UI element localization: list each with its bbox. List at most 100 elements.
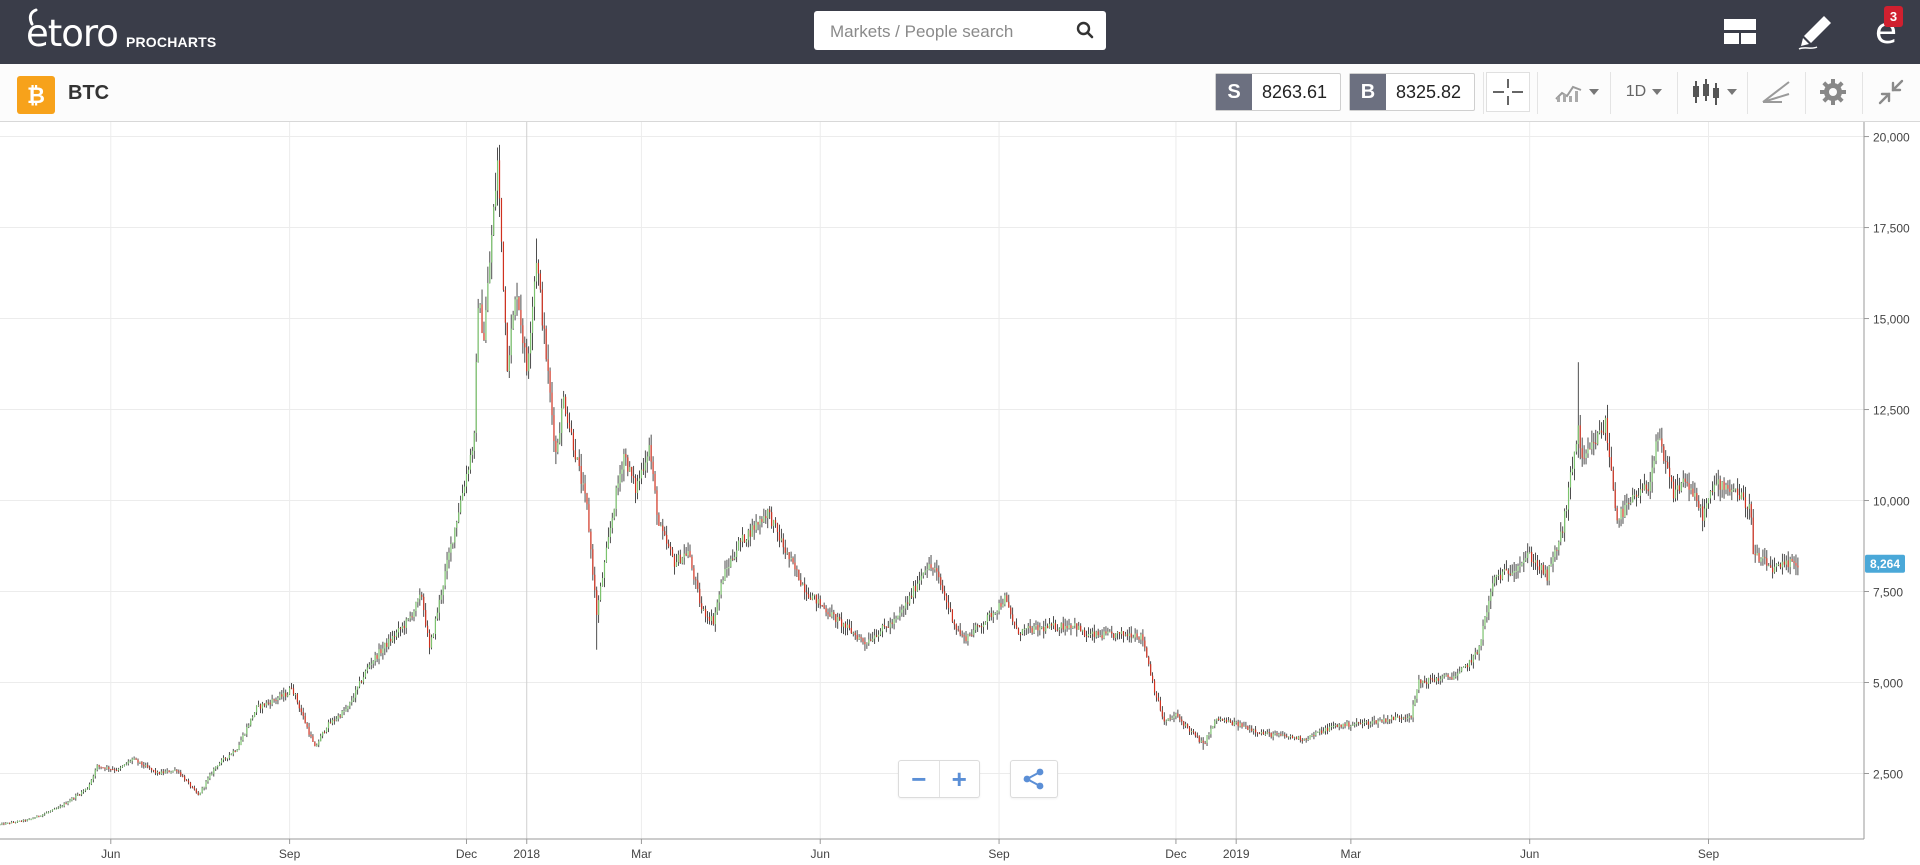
search-input[interactable]: [828, 11, 1072, 52]
candle-up: [129, 761, 131, 763]
candle-up: [11, 822, 13, 824]
candle-up: [710, 616, 712, 621]
candle-up: [82, 790, 85, 792]
candle-down: [1101, 635, 1103, 639]
candle-down: [578, 457, 580, 466]
candle-up: [1227, 720, 1230, 722]
edit-icon[interactable]: [1795, 12, 1835, 52]
notification-badge[interactable]: 3: [1884, 6, 1903, 27]
candle-up: [63, 803, 65, 807]
collapse-icon[interactable]: [1868, 72, 1914, 112]
buy-button[interactable]: B 8325.82: [1349, 73, 1475, 111]
candle-up: [1694, 493, 1696, 497]
candle-up: [920, 575, 922, 581]
timeframe-select[interactable]: 1D: [1617, 72, 1671, 112]
candle-up: [1173, 716, 1175, 718]
candle-up: [351, 700, 353, 703]
candle-up: [1272, 733, 1274, 737]
zoom-in-button[interactable]: +: [951, 763, 967, 794]
candle-down: [1562, 531, 1564, 533]
candle-down: [1758, 552, 1760, 562]
candle-down: [273, 699, 275, 701]
candle-down: [141, 761, 143, 765]
etoro-logo[interactable]: etoro PROCHARTS: [26, 6, 216, 56]
instrument-symbol: BTC: [68, 82, 110, 104]
candle-up: [485, 310, 487, 341]
zoom-divider: [938, 761, 940, 797]
candle-up: [205, 781, 207, 787]
candle-down: [891, 622, 893, 624]
candle-up: [207, 778, 209, 782]
candle-down: [1231, 721, 1233, 725]
candle-up: [1674, 489, 1677, 499]
candle-up: [279, 694, 281, 699]
share-button[interactable]: [1010, 760, 1058, 798]
candle-up: [1128, 633, 1130, 637]
crosshair-icon[interactable]: [1486, 72, 1530, 112]
candle-up: [362, 677, 365, 683]
candle-down: [1393, 716, 1395, 720]
candle-down: [1305, 738, 1307, 740]
candle-up: [1117, 632, 1119, 634]
zoom-out-button[interactable]: −: [911, 763, 927, 794]
candle-down: [1742, 492, 1745, 498]
x-tick-label: Jun: [811, 847, 830, 861]
candle-down: [848, 624, 850, 628]
search-box[interactable]: [814, 11, 1106, 52]
candle-up: [1220, 718, 1222, 721]
candle-up: [1099, 635, 1101, 637]
candle-up: [1461, 667, 1463, 672]
candle-up: [1717, 479, 1719, 485]
candle-down: [1258, 733, 1261, 735]
candle-up: [1058, 628, 1060, 631]
candle-up: [44, 813, 46, 815]
candle-down: [1433, 680, 1436, 682]
price-chart[interactable]: 2,500 5,000 7,500 10,000 12,500 15,000 17,500 2…: [0, 122, 1920, 865]
candle-up: [477, 308, 479, 362]
candle-down: [1198, 736, 1200, 742]
candle-up: [475, 361, 477, 433]
candle-up: [67, 801, 69, 804]
candle-up: [211, 773, 213, 775]
candle-up: [1740, 492, 1743, 500]
candle-down: [403, 625, 405, 628]
share-icon[interactable]: [1011, 761, 1057, 797]
candle-down: [1194, 732, 1196, 736]
drawing-icon[interactable]: [1753, 72, 1799, 112]
candle-down: [807, 594, 810, 598]
candle-up: [1480, 639, 1482, 646]
candle-up: [1214, 720, 1216, 727]
candle-down: [1420, 679, 1422, 684]
candle-up: [407, 618, 409, 620]
candle-up: [456, 521, 458, 528]
candle-down: [574, 450, 576, 460]
candle-down: [506, 322, 508, 371]
candle-down: [1692, 488, 1694, 497]
indicators-icon[interactable]: [1550, 72, 1604, 112]
sell-button[interactable]: S 8263.61: [1215, 73, 1341, 111]
settings-icon[interactable]: [1810, 72, 1856, 112]
layout-icon[interactable]: [1720, 12, 1760, 52]
candle-up: [772, 519, 775, 527]
candle-down: [704, 609, 707, 617]
candle-up: [419, 594, 421, 600]
candle-down: [771, 512, 773, 527]
candle-up: [442, 585, 444, 596]
candle-down: [835, 614, 837, 622]
candle-down: [757, 522, 759, 525]
candle-down: [809, 597, 812, 600]
chart-type-icon[interactable]: [1686, 72, 1742, 112]
candle-down: [1268, 732, 1270, 734]
candle-up: [1363, 721, 1366, 723]
candle-up: [1045, 625, 1047, 632]
candle-up: [203, 786, 205, 788]
candle-down: [572, 432, 574, 451]
toolbar-divider: [1483, 72, 1484, 114]
candle-down: [1130, 633, 1132, 638]
search-icon[interactable]: [1076, 21, 1094, 39]
logo-text: etoro: [26, 12, 119, 55]
candle-down: [965, 636, 967, 642]
candle-down: [864, 641, 866, 645]
candle-up: [127, 761, 129, 764]
candle-down: [565, 396, 567, 414]
